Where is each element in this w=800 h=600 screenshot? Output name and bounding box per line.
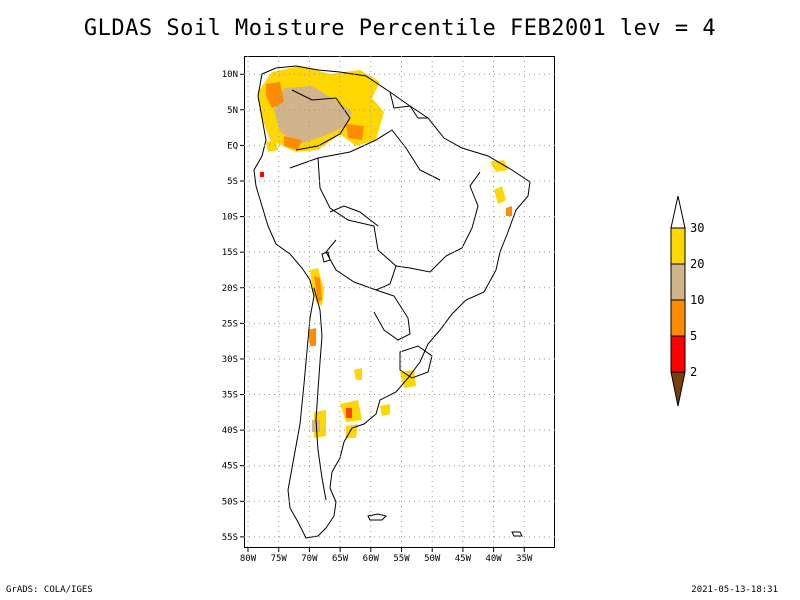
lon-tick-label: 40W [485, 554, 502, 564]
shade-orange-colombia [284, 136, 302, 150]
lon-tick-label: 65W [332, 554, 349, 564]
lat-tick-label: 35S [222, 391, 238, 401]
lat-tick-label: 10S [222, 213, 238, 223]
falkland-islands [367, 513, 387, 521]
lat-tick-label: 55S [222, 533, 238, 543]
lat-tick-label: 40S [222, 426, 238, 436]
lat-tick-label: 10N [222, 70, 238, 80]
lake-titicaca [321, 251, 331, 263]
lat-tick-label: 20S [222, 284, 238, 294]
lat-tick-label: 50S [222, 497, 238, 507]
shade-yellow-uruguay [380, 404, 390, 416]
lat-tick-label: 5S [227, 177, 238, 187]
lon-tick-label: 75W [271, 554, 288, 564]
lon-tick-label: 45W [455, 554, 472, 564]
shade-yellow-argentina-1 [354, 368, 362, 380]
colorbar-label: 10 [690, 293, 704, 307]
shade-orange-nw [266, 82, 284, 108]
shade-red-peru [260, 172, 264, 177]
shade-red-argentina [346, 408, 352, 418]
lat-tick-label: 25S [222, 319, 238, 329]
colorbar-label: 5 [690, 329, 697, 343]
border-chile-argentina [313, 287, 327, 501]
border-uruguay [399, 345, 433, 379]
south-america-outline [253, 65, 531, 539]
map-title: GLDAS Soil Moisture Percentile FEB2001 l… [83, 16, 717, 41]
shade-yellow-ne-brazil [490, 160, 508, 172]
lon-tick-label: 50W [424, 554, 441, 564]
border-paraguay [373, 289, 411, 341]
colorbar-label: 2 [690, 365, 697, 379]
border-amazon [289, 129, 441, 181]
lon-tick-label: 55W [393, 554, 410, 564]
shade-yellow-ne-brazil-2 [494, 186, 506, 204]
lat-tick-label: 15S [222, 248, 238, 258]
lat-tick-label: EQ [227, 141, 238, 151]
colorbar-top-triangle [670, 195, 686, 229]
shade-orange-ne-brazil [506, 206, 512, 216]
lat-tick-label: 30S [222, 355, 238, 365]
shade-yellow-argentina-2 [400, 370, 416, 388]
border-brazil-inland [409, 171, 481, 273]
southern-island [511, 531, 523, 537]
colorbar-label: 30 [690, 221, 704, 235]
shade-orange-andes [314, 276, 322, 302]
colorbar-label: 20 [690, 257, 704, 271]
lat-tick-label: 45S [222, 462, 238, 472]
grads-credit: GrADS: COLA/IGES [6, 585, 93, 595]
timestamp: 2021-05-13-18:31 [691, 585, 778, 595]
border-bolivia [325, 205, 397, 291]
colorbar-box [670, 227, 686, 265]
lon-tick-label: 80W [240, 554, 257, 564]
border-guianas [389, 91, 428, 119]
shade-yellow-ecuador [266, 140, 278, 152]
border-peru-brazil [317, 157, 411, 269]
colorbar-box [670, 299, 686, 337]
colorbar-box [670, 263, 686, 301]
colorbar-bottom-triangle [670, 371, 686, 407]
shade-orange-venezuela [346, 124, 364, 140]
shade-tan-core [274, 86, 352, 144]
lon-tick-label: 35W [516, 554, 533, 564]
shade-orange-chile [308, 328, 316, 346]
lat-tick-label: 5N [227, 106, 238, 116]
colorbar-box [670, 335, 686, 373]
percentile-shading [258, 66, 512, 438]
coastlines [253, 65, 531, 539]
lon-tick-label: 70W [301, 554, 318, 564]
border-colombia-venezuela [291, 89, 351, 151]
lon-tick-label: 60W [363, 554, 380, 564]
